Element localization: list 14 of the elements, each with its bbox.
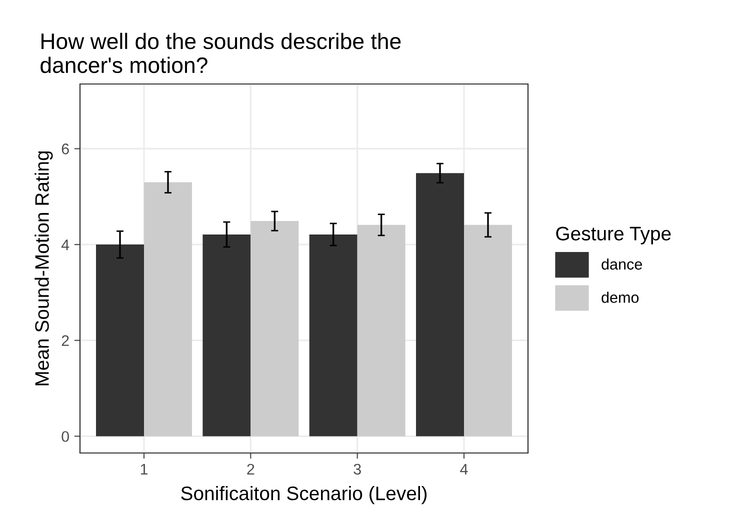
legend-title: Gesture Type [556, 226, 671, 244]
y-tick-label: 4 [61, 240, 70, 250]
y-axis-title: Mean Sound-Motion Rating [34, 151, 53, 386]
chart-title: How well do the sounds describe the dancer's motion? [40, 32, 401, 74]
y-tick-label: 6 [62, 144, 69, 154]
x-axis-title: Sonificaiton Scenario (Level) [181, 486, 427, 504]
y-tick-label: 2 [62, 335, 69, 346]
legend-label: dance [602, 258, 642, 270]
legend-label: demo [602, 292, 639, 303]
x-tick-label: 2 [247, 464, 254, 474]
x-tick-label: 3 [354, 464, 361, 475]
x-tick-label: 4 [460, 464, 468, 474]
x-tick-label: 1 [140, 464, 148, 474]
y-tick-label: 0 [62, 431, 69, 442]
